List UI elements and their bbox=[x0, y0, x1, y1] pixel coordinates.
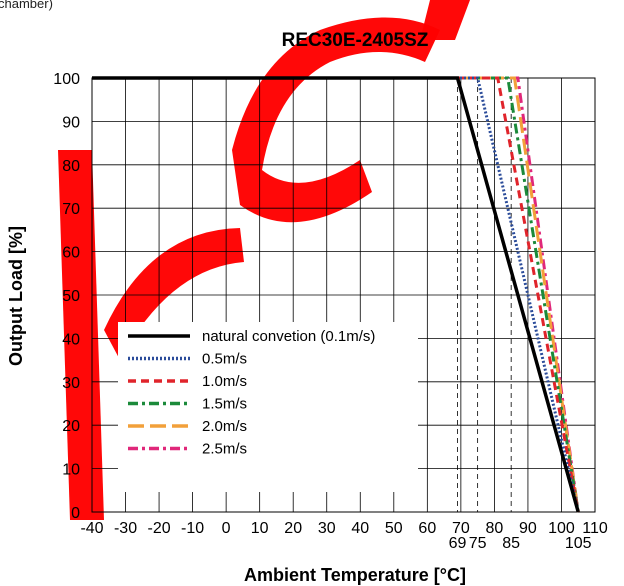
y-tick-label: 40 bbox=[62, 331, 80, 348]
x-tick-label-extra: 85 bbox=[502, 535, 520, 552]
x-axis-label: Ambient Temperature [°C] bbox=[244, 565, 466, 585]
x-tick-label: 110 bbox=[582, 520, 608, 537]
legend-label: 1.5m/s bbox=[202, 396, 247, 413]
y-tick-label: 10 bbox=[62, 462, 80, 479]
x-tick-label-extra: 69 bbox=[449, 535, 467, 552]
legend-label: 2.5m/s bbox=[202, 441, 247, 458]
x-tick-label: 50 bbox=[385, 520, 403, 537]
x-tick-labels: -40 -30 -20 -10 0 10 20 30 40 50 60 70 80 90 100 110 69 7… bbox=[80, 520, 607, 552]
legend-box bbox=[118, 322, 418, 492]
x-tick-label-extra: 75 bbox=[469, 535, 487, 552]
x-tick-label: 20 bbox=[284, 520, 302, 537]
x-tick-label-extra: 105 bbox=[565, 535, 592, 552]
chart-legend: natural convetion (0.1m/s) 0.5m/s 1.0m/s 1.… bbox=[118, 322, 418, 492]
x-tick-label: 90 bbox=[519, 520, 537, 537]
x-tick-label: 100 bbox=[548, 520, 575, 537]
x-tick-label: -30 bbox=[114, 520, 137, 537]
y-tick-label: 70 bbox=[62, 201, 80, 218]
x-tick-label: -10 bbox=[181, 520, 204, 537]
y-tick-label: 30 bbox=[62, 375, 80, 392]
y-tick-label: 80 bbox=[62, 158, 80, 175]
y-tick-label: 0 bbox=[71, 505, 80, 522]
y-tick-label: 60 bbox=[62, 245, 80, 262]
legend-label: 2.0m/s bbox=[202, 418, 247, 435]
y-tick-label: 20 bbox=[62, 418, 80, 435]
y-axis-label: Output Load [%] bbox=[6, 226, 26, 366]
watermark-stroke bbox=[232, 17, 440, 223]
legend-label: natural convetion (0.1m/s) bbox=[202, 328, 375, 345]
y-tick-label: 100 bbox=[53, 71, 80, 88]
series-line bbox=[92, 76, 580, 513]
series-line bbox=[92, 76, 580, 513]
x-tick-label: 70 bbox=[452, 520, 470, 537]
chart-title: REC30E-2405SZ bbox=[282, 30, 429, 51]
x-tick-label: 30 bbox=[318, 520, 336, 537]
watermark-stroke bbox=[420, 0, 470, 40]
x-tick-label: 0 bbox=[222, 520, 231, 537]
x-tick-label: 10 bbox=[251, 520, 269, 537]
y-tick-labels: 0 10 20 30 40 50 60 70 80 90 100 bbox=[53, 71, 80, 522]
x-tick-label: 60 bbox=[418, 520, 436, 537]
x-tick-label: 40 bbox=[351, 520, 369, 537]
y-tick-label: 50 bbox=[62, 288, 80, 305]
legend-label: 1.0m/s bbox=[202, 373, 247, 390]
legend-label: 0.5m/s bbox=[202, 351, 247, 368]
chart-series bbox=[92, 76, 580, 513]
y-tick-label: 90 bbox=[62, 114, 80, 131]
x-tick-label: -40 bbox=[80, 520, 103, 537]
x-tick-label: -20 bbox=[148, 520, 171, 537]
header-fragment: chamber) bbox=[0, 0, 53, 11]
x-tick-label: 80 bbox=[486, 520, 504, 537]
